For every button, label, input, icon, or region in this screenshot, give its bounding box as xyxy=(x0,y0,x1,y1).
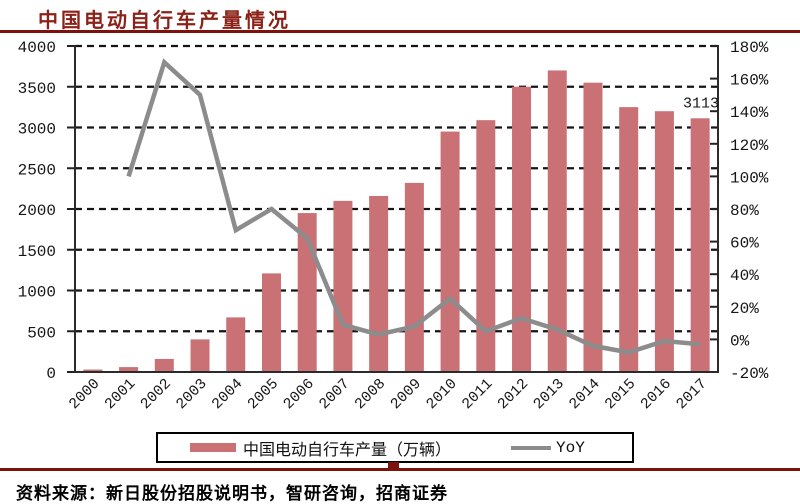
left-axis-tick-label: 0 xyxy=(46,365,56,383)
production-bar xyxy=(476,120,496,372)
yoy-line xyxy=(126,58,701,355)
production-bar xyxy=(369,195,389,372)
left-axis-tick-label: 3000 xyxy=(18,121,56,139)
x-axis-year-label: 2014 xyxy=(566,376,603,413)
right-axis-tick-label: 80% xyxy=(730,202,759,220)
left-axis-tick-label: 2000 xyxy=(18,202,56,220)
left-axis-tick-label: 4000 xyxy=(18,39,56,57)
left-axis-tick-label: 3500 xyxy=(18,80,56,98)
production-bar xyxy=(512,86,532,372)
x-axis-year-label: 2013 xyxy=(530,376,567,413)
production-bar xyxy=(261,273,281,372)
right-axis-tick-label: 20% xyxy=(730,300,759,318)
x-axis-year-label: 2005 xyxy=(245,376,282,413)
production-bar xyxy=(404,182,424,372)
production-bar xyxy=(440,131,460,372)
production-bar xyxy=(154,358,174,372)
production-bar xyxy=(583,82,603,373)
x-axis-year-label: 2006 xyxy=(280,376,317,413)
production-bar xyxy=(333,200,353,372)
right-axis-tick-label: 140% xyxy=(730,104,769,122)
legend-item-production: 中国电动自行车产量（万辆） xyxy=(190,436,451,460)
x-axis-year-label: 2016 xyxy=(637,376,674,413)
x-axis-year-label: 2010 xyxy=(423,376,460,413)
legend-label-yoy: YoY xyxy=(556,438,585,457)
right-axis-tick-label: 100% xyxy=(730,169,769,187)
production-bar xyxy=(547,70,567,372)
source-note: 资料来源：新日股份招股说明书，智研咨询，招商证券 xyxy=(16,484,448,503)
right-axis-tick-label: 40% xyxy=(730,267,759,285)
production-bar xyxy=(619,107,639,372)
right-axis-tick-label: 160% xyxy=(730,72,769,90)
line-series-swatch xyxy=(511,445,552,450)
production-bar xyxy=(654,111,674,372)
left-axis-tick-label: 1500 xyxy=(18,243,56,261)
x-axis-year-label: 2003 xyxy=(173,376,210,413)
right-axis-tick-label: 0% xyxy=(730,332,750,350)
x-axis-year-label: 2015 xyxy=(602,376,639,413)
x-axis-year-label: 2008 xyxy=(352,376,389,413)
chart-legend: 中国电动自行车产量（万辆） YoY xyxy=(156,432,634,463)
right-axis-tick-label: 120% xyxy=(730,137,769,155)
x-axis-year-label: 2009 xyxy=(387,376,424,413)
x-axis-year-label: 2007 xyxy=(316,376,353,413)
x-axis-year-label: 2011 xyxy=(459,376,496,413)
x-axis-year-label: 2001 xyxy=(102,376,139,413)
production-bar xyxy=(690,118,710,372)
production-bar xyxy=(190,339,210,372)
bar-series-swatch xyxy=(190,443,236,452)
left-axis-tick-label: 2500 xyxy=(18,161,56,179)
production-bar xyxy=(83,369,103,372)
right-axis-tick-label: 180% xyxy=(730,39,769,57)
right-axis-tick-label: -20% xyxy=(730,365,769,383)
divider-notch xyxy=(388,462,399,468)
x-axis-year-label: 2012 xyxy=(495,376,532,413)
production-bar xyxy=(226,317,246,372)
x-axis-year-label: 2017 xyxy=(673,376,710,413)
chart-title: 中国电动自行车产量情况 xyxy=(38,10,291,32)
production-yoy-combo-chart: 0 500 1000 1500 2000 2500 3000 3500 4000 -20% 0% 20… xyxy=(18,39,769,413)
production-bar xyxy=(119,367,139,372)
x-axis-year-label: 2004 xyxy=(209,376,246,413)
section-divider xyxy=(0,462,800,471)
left-axis-tick-label: 1000 xyxy=(18,284,56,302)
legend-label-production: 中国电动自行车产量（万辆） xyxy=(243,441,452,459)
left-axis-tick-label: 500 xyxy=(27,324,56,342)
plot-frame xyxy=(74,45,719,373)
x-axis-year-label: 2002 xyxy=(137,376,174,413)
legend-item-yoy: YoY xyxy=(511,439,585,457)
right-axis-tick-label: 60% xyxy=(730,235,759,253)
x-axis-year-label: 2000 xyxy=(66,376,103,413)
bar-value-annotation: 3113 xyxy=(683,95,719,112)
title-divider xyxy=(0,30,800,33)
